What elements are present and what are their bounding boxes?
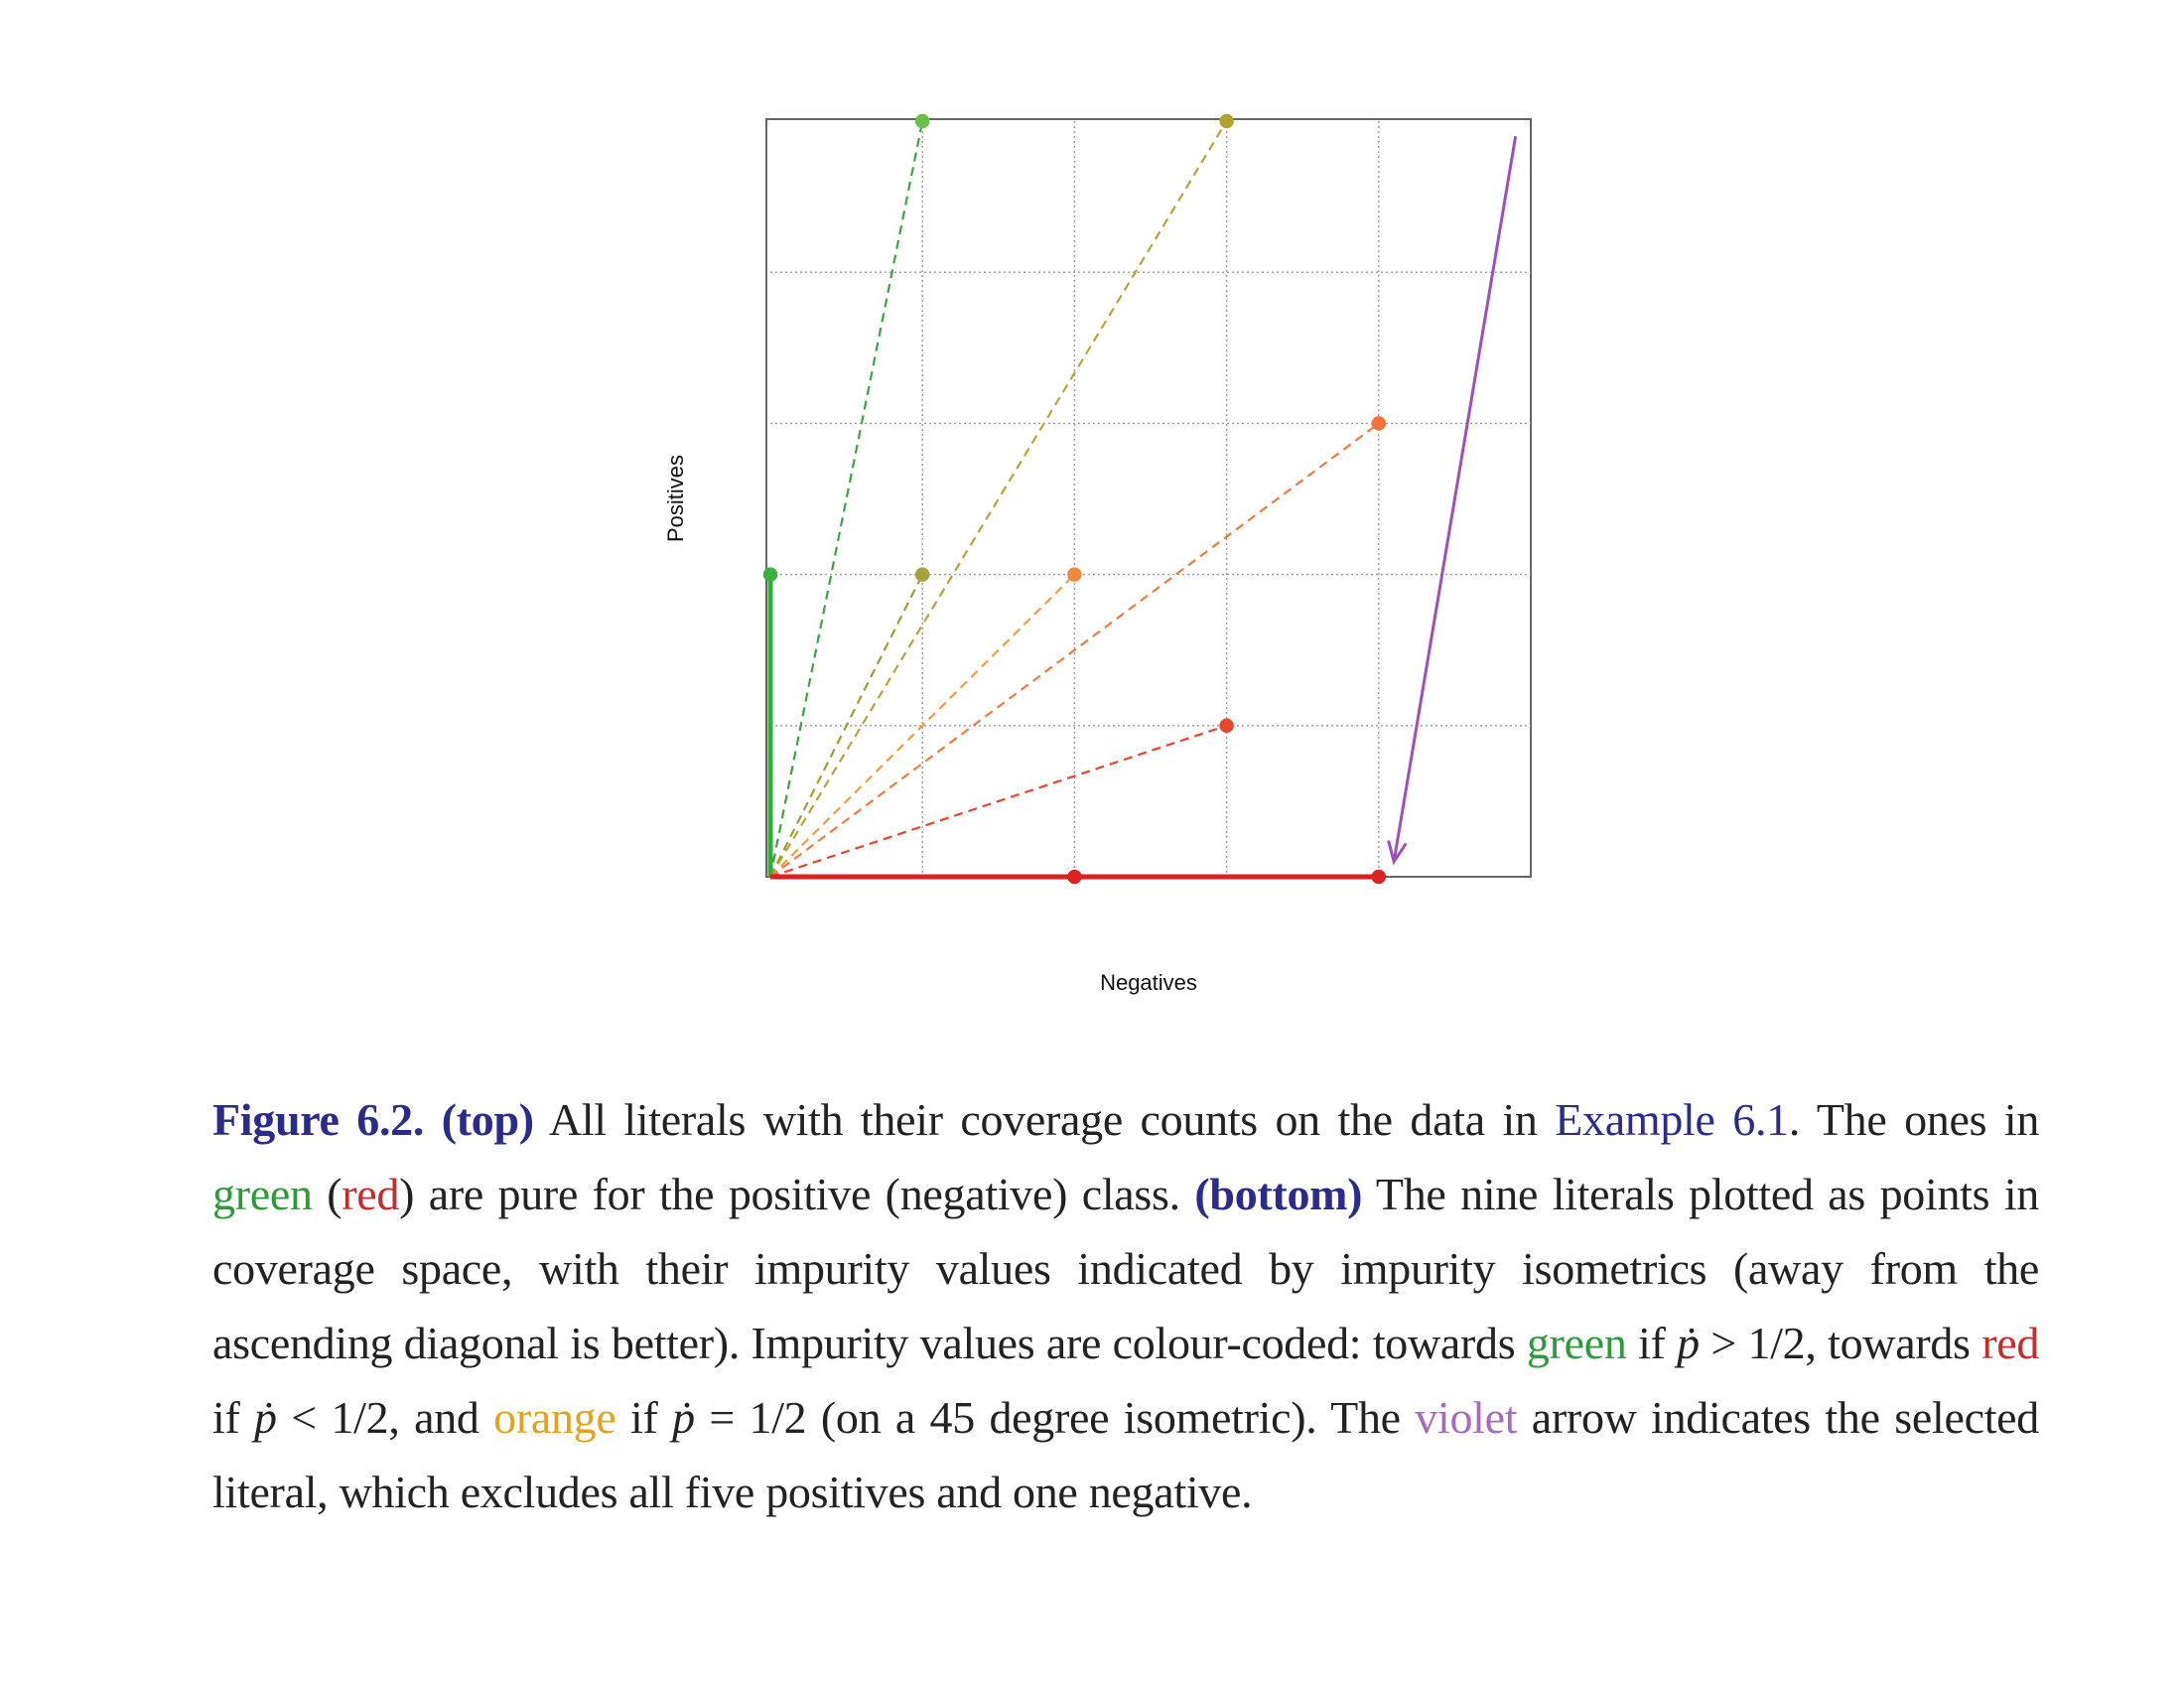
isometric-line-6 <box>769 724 1227 879</box>
caption-text-4: ) are pure for the positive (negative) c… <box>399 1169 1195 1219</box>
caption-text-3: ( <box>312 1169 342 1219</box>
isometric-line-2 <box>769 120 1228 878</box>
literal-points <box>762 113 1387 885</box>
selected-literal-arrow <box>1387 135 1518 866</box>
x-axis-title: Negatives <box>1100 970 1197 995</box>
isometric-line-3 <box>769 574 924 878</box>
p-dot-symbol: ṗ <box>254 1392 277 1443</box>
caption-text-12: arrow indicates the selected literal, wh… <box>212 1392 2039 1517</box>
isometric-line-1 <box>768 120 924 878</box>
literal-point-1 <box>762 567 778 582</box>
figure-label: Figure 6.2. <box>212 1094 425 1145</box>
p-dot-symbol: ṗ <box>1677 1318 1700 1368</box>
red-word-2: red <box>1981 1318 2040 1368</box>
literal-point-6 <box>1371 416 1387 431</box>
literal-point-2 <box>914 113 930 129</box>
isometric-line-4 <box>769 573 1076 878</box>
arrow-head <box>1387 840 1408 866</box>
p-dot-symbol: ṗ <box>672 1392 695 1443</box>
isometric-line-5 <box>769 422 1380 878</box>
caption-text-7: > 1/2, towards <box>1699 1318 1982 1368</box>
figure-caption: Figure 6.2. (top) All literals with thei… <box>212 1082 2039 1529</box>
top-tag: (top) <box>441 1094 534 1145</box>
caption-text-2: . The ones in <box>1788 1094 2040 1145</box>
example-link[interactable]: Example 6.1 <box>1555 1094 1789 1145</box>
literal-point-3 <box>1219 113 1234 129</box>
grid-lines <box>770 121 1531 877</box>
plot-frame <box>765 118 1532 878</box>
caption-text-6: if <box>1626 1318 1678 1368</box>
bottom-tag: (bottom) <box>1194 1169 1363 1219</box>
red-word: red <box>341 1169 400 1219</box>
caption-text-8: if <box>212 1392 255 1443</box>
orange-word: orange <box>493 1392 616 1443</box>
caption-text-10: if <box>615 1392 673 1443</box>
green-word-2: green <box>1526 1318 1627 1368</box>
literal-point-5 <box>1067 567 1082 582</box>
impurity-isometrics <box>768 120 1380 879</box>
caption-text-11: = 1/2 (on a 45 degree isometric). The <box>694 1392 1416 1443</box>
violet-word: violet <box>1415 1392 1518 1443</box>
literal-point-4 <box>914 567 930 582</box>
literal-point-7 <box>1219 718 1234 734</box>
arrow-shaft <box>1392 135 1518 863</box>
coverage-plot: Negatives Positives <box>663 113 1532 995</box>
caption-text-5: The nine literals plotted as points in c… <box>212 1169 2040 1368</box>
literal-point-8 <box>1067 869 1082 885</box>
literal-point-9 <box>1371 869 1387 885</box>
y-axis-title: Positives <box>663 455 688 542</box>
caption-text-9: < 1/2, and <box>276 1392 494 1443</box>
caption-text-1: All literals with their coverage counts … <box>533 1094 1556 1145</box>
green-word: green <box>212 1169 313 1219</box>
